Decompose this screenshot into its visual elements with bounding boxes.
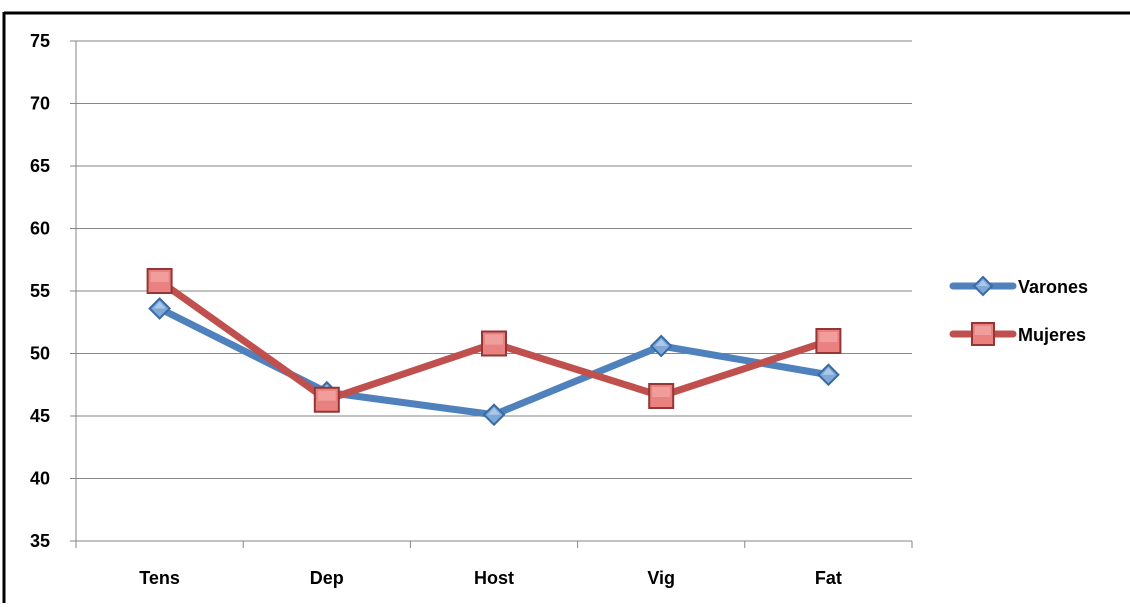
y-tick-label: 45 xyxy=(30,406,50,426)
x-tick-label: Host xyxy=(474,568,514,588)
legend-item-mujeres: Mujeres xyxy=(949,322,1086,346)
data-point-varones xyxy=(148,297,172,320)
data-point-varones xyxy=(482,403,506,427)
y-tick-label: 65 xyxy=(30,156,50,176)
series-line-varones xyxy=(156,305,832,419)
legend-label: Varones xyxy=(1018,277,1088,297)
y-tick-label: 70 xyxy=(30,94,50,114)
y-tick-label: 75 xyxy=(30,31,50,51)
x-tick-label: Tens xyxy=(139,568,180,588)
y-tick-labels: 35 40 45 50 55 60 65 70 75 xyxy=(30,31,50,551)
axes xyxy=(70,40,913,548)
legend: Varones Mujeres xyxy=(949,275,1088,346)
y-tick-label: 50 xyxy=(30,344,50,364)
data-point-mujeres xyxy=(481,330,507,357)
data-point-varones xyxy=(816,363,840,387)
y-tick-label: 35 xyxy=(30,531,50,551)
x-tick-label: Dep xyxy=(310,568,344,588)
x-tick-labels: Tens Dep Host Vig Fat xyxy=(139,568,842,588)
x-tick-label: Vig xyxy=(647,568,675,588)
legend-marker-icon xyxy=(971,322,995,346)
y-tick-label: 55 xyxy=(30,281,50,301)
data-point-mujeres xyxy=(313,386,340,413)
data-point-mujeres xyxy=(648,383,675,409)
data-point-varones xyxy=(649,334,673,358)
data-point-mujeres xyxy=(146,268,173,294)
y-tick-label: 40 xyxy=(30,469,50,489)
legend-label: Mujeres xyxy=(1018,325,1086,345)
legend-item-varones: Varones xyxy=(949,275,1088,297)
x-tick-label: Fat xyxy=(815,568,842,588)
y-tick-label: 60 xyxy=(30,219,50,239)
data-point-mujeres xyxy=(815,328,842,354)
legend-marker-icon xyxy=(972,275,994,297)
series-lines xyxy=(146,268,842,427)
